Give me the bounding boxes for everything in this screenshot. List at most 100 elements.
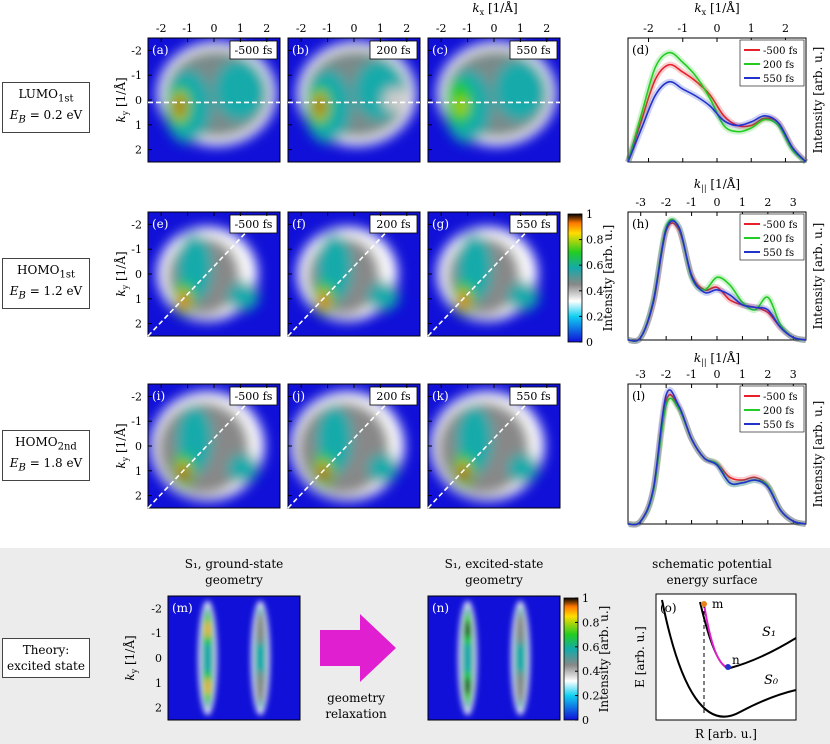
colorbar-gradient [563, 597, 579, 721]
curve-s1-label: S₁ [762, 625, 776, 640]
point-m-marker [701, 601, 707, 607]
colorbar-tick-label: 1 [582, 592, 589, 605]
ky-axis-title: ky [1/Å] [113, 423, 130, 468]
theory-o-title-1: schematic potential [652, 557, 772, 571]
map-background [168, 596, 300, 720]
map-guide-line [427, 223, 535, 337]
theory-label-line1: Theory: [22, 643, 70, 657]
ky-axis-title: ky [1/Å] [113, 77, 130, 122]
theory-n-title-2: geometry [465, 573, 523, 587]
y-tick-label: 0 [135, 94, 142, 107]
y-tick-label: 0 [135, 268, 142, 281]
curve-s0 [661, 599, 797, 718]
arrow-text-1: geometry [327, 691, 385, 705]
map-intensity [430, 391, 545, 501]
time-badge [509, 386, 558, 406]
y-tick-label: 1 [135, 465, 142, 478]
x-tick-label: -2 [436, 22, 447, 35]
kx-axis-title: kx [1/Å] [472, 0, 517, 17]
x-tick-label: 1 [748, 22, 755, 35]
time-label: 200 fs [376, 218, 411, 231]
map-intensity [297, 41, 417, 146]
panel-label: (b) [292, 43, 309, 57]
time-label: 550 fs [516, 390, 551, 403]
pes-panel: m n S₁ S₀ (o) R [arb. u.] E [arb. u.] [633, 593, 797, 741]
x-tick-label: 0 [714, 22, 721, 35]
time-badge [229, 214, 278, 234]
map-blob [176, 98, 183, 114]
legend-label: 200 fs [763, 234, 794, 245]
pes-x-title: R [arb. u.] [695, 727, 757, 741]
legend-label: 550 fs [763, 248, 794, 259]
panel-label: (o) [660, 601, 677, 615]
row-label-lumo-energy: EB = 0.2 eV [9, 108, 83, 126]
legend-label: 200 fs [763, 406, 794, 417]
kpar-axis-title-h: k|| [1/Å] [694, 176, 740, 193]
pes-y-title: E [arb. u.] [633, 626, 647, 688]
lobe-peak [464, 620, 471, 639]
colorbar-tick-label: 0.6 [582, 641, 600, 654]
y-tick-label: -2 [151, 602, 162, 615]
line-chart-d: -2 -1 0 1 2 -500 fs 200 fs 550 fs (d) Intensity [… [625, 22, 825, 165]
legend-label: 200 fs [763, 60, 794, 71]
theory-o-title-2: energy surface [667, 573, 758, 587]
colorbar-main: 1 0.8 0.6 0.4 0.2 0 Intensity [arb. u.] [567, 208, 615, 349]
legend: -500 fs 200 fs 550 fs [739, 385, 805, 433]
row-label-homo1-name: HOMO1st [17, 263, 75, 281]
y-tick-label: 2 [135, 144, 142, 157]
y-axis-title: Intensity [arb. u.] [811, 401, 825, 508]
y-axis-title: Intensity [arb. u.] [811, 47, 825, 154]
y-axis-title: Intensity [arb. u.] [811, 223, 825, 330]
map-panel-g: (g) 550 fs [427, 211, 561, 337]
time-badge [369, 214, 418, 234]
lobe-core [515, 613, 526, 646]
point-n-label: n [732, 653, 740, 667]
map-guide-line [147, 395, 255, 509]
y-tick-label: -1 [131, 415, 142, 428]
lobe-peak [464, 677, 471, 696]
map-guide-line [427, 395, 535, 509]
x-tick-label: 0 [714, 196, 721, 209]
point-m-label: m [712, 597, 724, 611]
lobe-peak [204, 620, 211, 639]
colorbar-tick-label: 0.2 [582, 690, 600, 703]
lobe-core [255, 613, 266, 646]
y-tick-label: 1 [155, 677, 162, 690]
y-tick-label: 1 [135, 293, 142, 306]
legend-label: 550 fs [763, 74, 794, 85]
map-intensity [458, 600, 530, 716]
panel-label: (c) [432, 43, 448, 57]
x-tick-label: -1 [686, 368, 697, 381]
map-guide-line [147, 223, 255, 337]
panel-label: (g) [432, 217, 449, 231]
map-panel-i: (i) -500 fs -2 -1 0 1 2 [131, 383, 281, 509]
ky-axis-title: ky [1/Å] [113, 251, 130, 296]
theory-map-m: (m) -2 -1 0 1 2 [151, 595, 301, 721]
y-tick-label: -1 [151, 627, 162, 640]
x-tick-label: -2 [643, 22, 654, 35]
panel-label: (m) [172, 601, 193, 615]
map-intensity [437, 41, 557, 146]
y-tick-label: -1 [131, 69, 142, 82]
x-tick-label: 2 [263, 22, 270, 35]
time-badge [229, 386, 278, 406]
y-tick-label: 2 [135, 490, 142, 503]
series-line [627, 80, 807, 163]
row-label-homo2-name: HOMO2nd [15, 435, 77, 453]
time-label: 200 fs [376, 390, 411, 403]
colorbar-theory: 1 0.8 0.6 0.4 0.2 0 Intensity [arb. u.] [563, 592, 611, 727]
colorbar-tick-label: 0.6 [586, 259, 604, 272]
map-blob [214, 59, 267, 122]
line-chart-h: -3 -2 -1 0 1 2 3 -500 fs 200 fs 550 fs (h) Intensit… [627, 196, 825, 345]
time-badge [369, 386, 418, 406]
x-tick-label: 2 [543, 22, 550, 35]
kpar-axis-title-l: k|| [1/Å] [694, 350, 740, 367]
colorbar-tick-label: 0.8 [586, 234, 604, 247]
map-blob [316, 98, 323, 114]
colorbar-tick-label: 0.8 [582, 616, 600, 629]
map-background [428, 596, 560, 720]
row-label-homo2-energy: EB = 1.8 eV [9, 456, 83, 474]
legend: -500 fs 200 fs 550 fs [739, 213, 805, 261]
map-panel-j: (j) 200 fs [287, 383, 421, 509]
